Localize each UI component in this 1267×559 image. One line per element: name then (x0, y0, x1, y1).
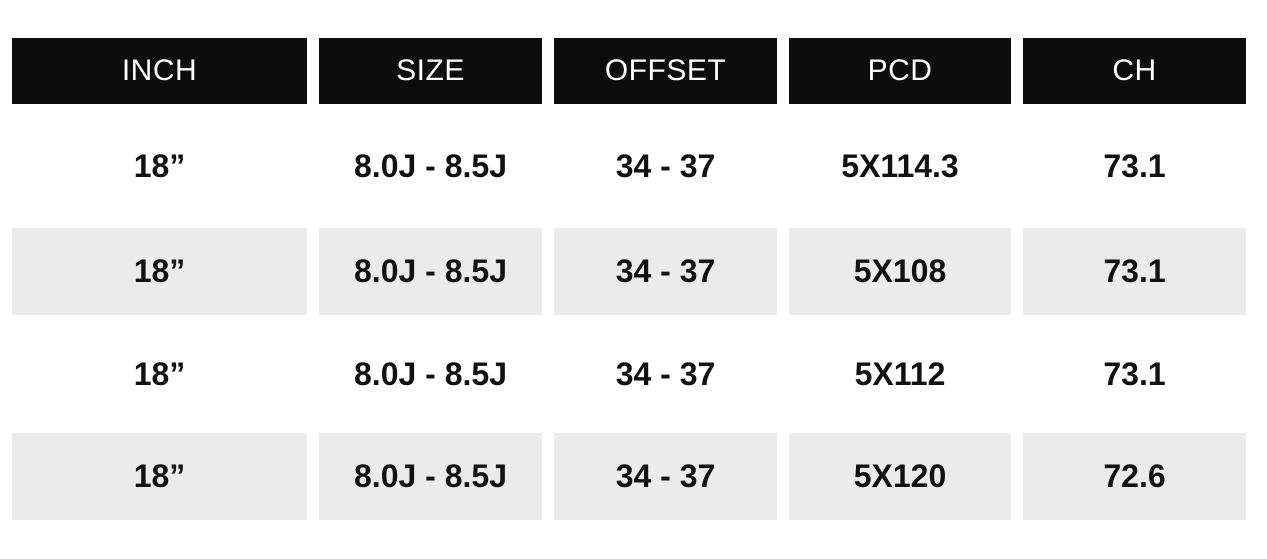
cell-offset: 34 - 37 (615, 147, 716, 184)
cell-pcd: 5X114.3 (841, 147, 959, 184)
cell-offset: 34 - 37 (615, 355, 716, 392)
cell-ch: 73.1 (1023, 228, 1246, 315)
cell-size: 8.0J - 8.5J (319, 228, 542, 315)
cell-size: 8.0J - 8.5J (354, 355, 507, 392)
column-header-size: SIZE (319, 38, 542, 104)
cell-pcd: 5X120 (789, 433, 1011, 520)
cell-inch: 18” (133, 147, 186, 184)
table-row: 18” 8.0J - 8.5J 34 - 37 5X114.3 73.1 (12, 104, 1246, 228)
cell-ch: 73.1 (1103, 147, 1166, 184)
cell-pcd: 5X108 (789, 228, 1011, 315)
cell-inch: 18” (12, 433, 307, 520)
cell-inch: 18” (133, 355, 186, 392)
column-header-pcd: PCD (789, 38, 1011, 104)
cell-offset: 34 - 37 (554, 433, 777, 520)
cell-size: 8.0J - 8.5J (319, 433, 542, 520)
table-header-row: INCH SIZE OFFSET PCD CH (12, 38, 1246, 104)
cell-offset: 34 - 37 (554, 228, 777, 315)
cell-pcd: 5X112 (854, 355, 946, 392)
table-row: 18” 8.0J - 8.5J 34 - 37 5X108 73.1 (12, 228, 1246, 315)
cell-size: 8.0J - 8.5J (354, 147, 507, 184)
cell-ch: 72.6 (1023, 433, 1246, 520)
cell-ch: 73.1 (1103, 355, 1166, 392)
cell-inch: 18” (12, 228, 307, 315)
table-row: 18” 8.0J - 8.5J 34 - 37 5X112 73.1 (12, 315, 1246, 433)
column-header-offset: OFFSET (554, 38, 777, 104)
column-header-ch: CH (1023, 38, 1246, 104)
wheel-spec-table: INCH SIZE OFFSET PCD CH 18” 8.0J - 8.5J … (12, 0, 1246, 520)
column-header-inch: INCH (12, 38, 307, 104)
table-row: 18” 8.0J - 8.5J 34 - 37 5X120 72.6 (12, 433, 1246, 520)
